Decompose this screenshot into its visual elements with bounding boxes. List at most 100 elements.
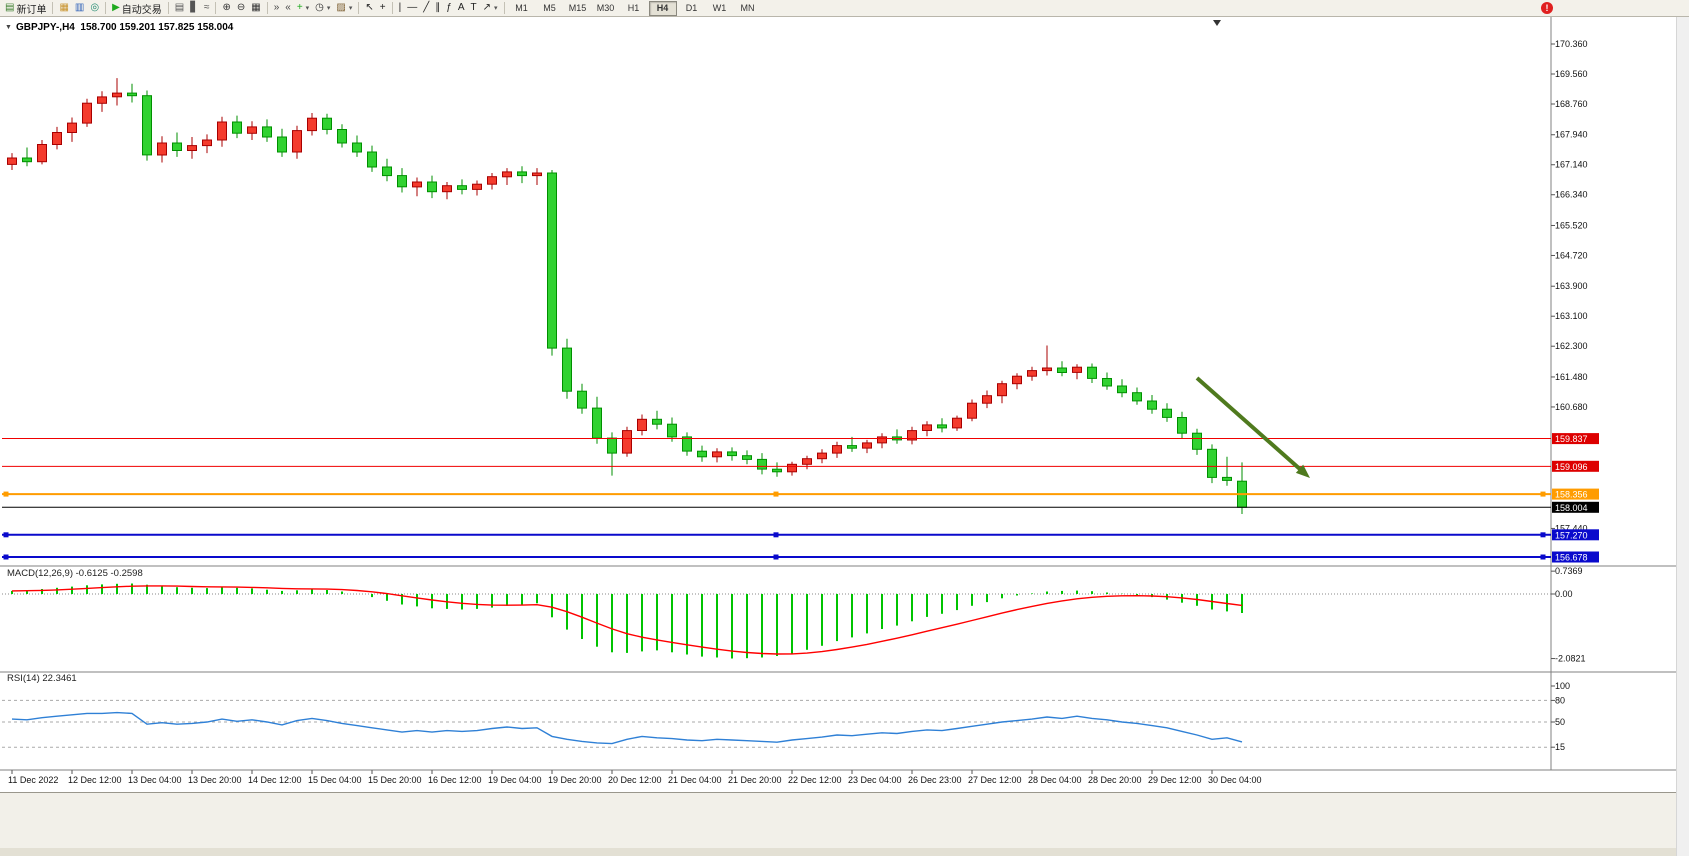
macd-pane: 0.7369 0.00 -2.0821: [2, 566, 1586, 664]
market-watch-button[interactable]: ▦: [56, 1, 71, 16]
chevron-down-icon: ▾: [305, 5, 310, 12]
arrows-button[interactable]: ↗ ▾: [480, 1, 501, 16]
trendline-icon: ╱: [423, 2, 430, 13]
svg-text:13 Dec 20:00: 13 Dec 20:00: [188, 775, 242, 785]
zoom-out-button[interactable]: ⊖: [234, 1, 248, 16]
line-handle: [3, 532, 9, 538]
svg-text:30 Dec 04:00: 30 Dec 04:00: [1208, 775, 1262, 785]
chart-shift-button[interactable]: «: [282, 1, 294, 16]
line-handle: [1540, 491, 1546, 497]
svg-text:167.940: 167.940: [1555, 130, 1588, 140]
svg-text:28 Dec 20:00: 28 Dec 20:00: [1088, 775, 1142, 785]
timeframe-h1[interactable]: H1: [627, 2, 640, 13]
auto-scroll-button[interactable]: »: [271, 1, 283, 16]
line-handle: [1540, 532, 1546, 538]
timeframe-w1[interactable]: W1: [712, 2, 727, 13]
svg-text:169.560: 169.560: [1555, 69, 1588, 79]
horizontal-line-button[interactable]: —: [404, 1, 420, 16]
svg-text:80: 80: [1555, 695, 1565, 705]
bottom-edge: [0, 848, 1676, 856]
timeframe-h4[interactable]: H4: [648, 0, 677, 16]
svg-text:26 Dec 23:00: 26 Dec 23:00: [908, 775, 962, 785]
trendline-button[interactable]: ╱: [420, 1, 432, 16]
price-badge: [1552, 551, 1599, 563]
chart-canvas[interactable]: 170.360 169.560 168.760 167.940 167.140 166.3…: [0, 17, 1676, 792]
cursor-icon: ↖: [365, 2, 374, 13]
text-button[interactable]: A: [455, 1, 468, 16]
svg-text:29 Dec 12:00: 29 Dec 12:00: [1148, 775, 1202, 785]
timeframe-m30[interactable]: M30: [596, 2, 615, 13]
time-axis[interactable]: 11 Dec 2022 12 Dec 12:00 13 Dec 04:00 13 De…: [8, 770, 1262, 785]
market-watch-icon: ▦: [59, 2, 69, 13]
timeframe-d1[interactable]: D1: [685, 2, 698, 13]
bar-chart-button[interactable]: ▤: [172, 1, 187, 16]
text-label-button[interactable]: T: [468, 1, 480, 16]
new-order-button[interactable]: ▤ 新订单: [2, 1, 49, 16]
timeframe-m1[interactable]: M1: [515, 2, 528, 13]
line-handle: [3, 554, 9, 560]
toolbar-separator: [52, 2, 54, 14]
svg-text:157.440: 157.440: [1555, 523, 1588, 533]
cursor-button[interactable]: ↖: [362, 1, 376, 16]
timeframe-mn[interactable]: MN: [740, 2, 755, 13]
svg-text:168.760: 168.760: [1555, 99, 1588, 109]
svg-text:162.300: 162.300: [1555, 341, 1588, 351]
auto-trading-button[interactable]: ▶ 自动交易: [109, 1, 165, 16]
svg-text:19 Dec 20:00: 19 Dec 20:00: [548, 775, 602, 785]
line-chart-icon: ≈: [203, 2, 210, 13]
svg-text:167.140: 167.140: [1555, 160, 1588, 170]
pane-separators: [0, 17, 1676, 771]
horizontal-line-objects[interactable]: [2, 438, 1551, 560]
svg-text:22 Dec 12:00: 22 Dec 12:00: [788, 775, 842, 785]
svg-text:161.480: 161.480: [1555, 372, 1588, 382]
svg-text:164.720: 164.720: [1555, 251, 1588, 261]
price-axis[interactable]: 170.360 169.560 168.760 167.940 167.140 166.3…: [1551, 39, 1599, 563]
svg-text:13 Dec 04:00: 13 Dec 04:00: [128, 775, 182, 785]
rsi-pane: 100 80 50 15: [2, 681, 1570, 752]
chart-shift-icon: «: [285, 2, 291, 13]
line-chart-button[interactable]: ≈: [201, 1, 213, 16]
vertical-scrollbar[interactable]: [1676, 17, 1689, 856]
vertical-line-button[interactable]: |: [396, 1, 405, 16]
svg-text:15 Dec 20:00: 15 Dec 20:00: [368, 775, 422, 785]
crosshair-button[interactable]: +: [377, 1, 389, 16]
svg-text:-2.0821: -2.0821: [1555, 654, 1586, 664]
indicators-button[interactable]: + ▾: [294, 1, 312, 16]
svg-text:0.00: 0.00: [1555, 589, 1573, 599]
svg-text:16 Dec 12:00: 16 Dec 12:00: [428, 775, 482, 785]
trend-arrow[interactable]: [1195, 376, 1310, 478]
periods-button[interactable]: ◷ ▾: [312, 1, 333, 16]
data-window-button[interactable]: ▥: [72, 1, 87, 16]
candlestick-icon: ▋: [190, 2, 198, 13]
line-handle: [3, 491, 9, 497]
toolbar-separator: [503, 2, 505, 14]
new-order-icon: ▤: [5, 2, 15, 13]
line-handle: [773, 532, 779, 538]
svg-text:21 Dec 04:00: 21 Dec 04:00: [668, 775, 722, 785]
arrow-shapes-icon: ↗: [482, 2, 491, 13]
tile-windows-button[interactable]: ▦: [248, 1, 263, 16]
toolbar-separator: [391, 2, 393, 14]
templates-button[interactable]: ▨ ▾: [333, 1, 355, 16]
svg-text:165.520: 165.520: [1555, 221, 1588, 231]
data-window-icon: ▥: [74, 2, 85, 13]
price-badge: [1552, 460, 1599, 472]
svg-text:11 Dec 2022: 11 Dec 2022: [8, 775, 58, 785]
tile-windows-icon: ▦: [251, 2, 261, 13]
line-handle: [773, 491, 779, 497]
navigator-button[interactable]: ◎: [87, 1, 102, 16]
chart-shift-marker[interactable]: [1213, 20, 1221, 26]
timeframe-m15[interactable]: M15: [568, 2, 587, 13]
price-badge: [1552, 501, 1599, 513]
zoom-in-button[interactable]: ⊕: [219, 1, 233, 16]
channel-button[interactable]: ∥: [432, 1, 443, 16]
crosshair-icon: +: [379, 2, 386, 13]
price-badge: [1552, 488, 1599, 500]
timeframe-m5[interactable]: M5: [543, 2, 556, 13]
zoom-out-icon: ⊖: [236, 2, 246, 13]
fibonacci-button[interactable]: ƒ: [443, 1, 455, 16]
alert-icon[interactable]: !: [1541, 2, 1553, 14]
candlestick-chart-button[interactable]: ▋: [187, 1, 201, 16]
svg-text:19 Dec 04:00: 19 Dec 04:00: [488, 775, 542, 785]
svg-text:159.096: 159.096: [1555, 462, 1588, 472]
